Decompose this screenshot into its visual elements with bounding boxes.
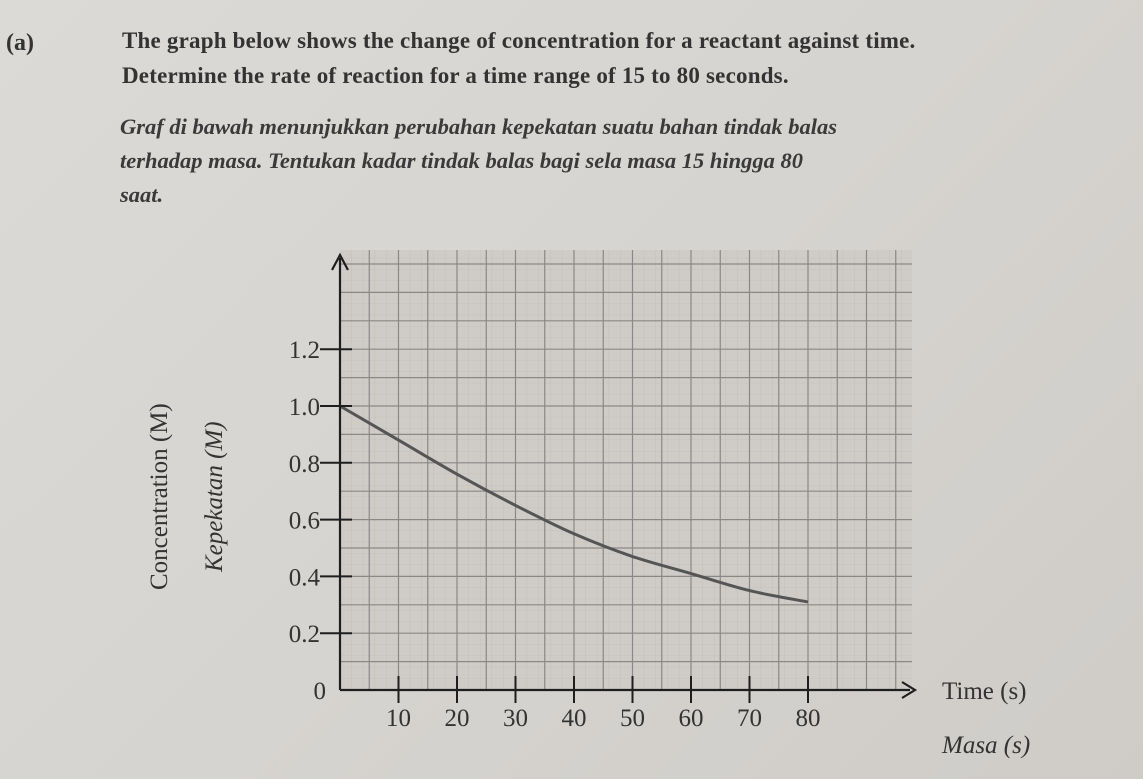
x-tick-label: 70	[737, 705, 762, 732]
question-label: (a)	[6, 30, 34, 56]
x-tick-label: 80	[796, 705, 821, 732]
y-tick-label: 1.2	[289, 337, 320, 364]
x-tick-label: 60	[679, 705, 704, 732]
y-axis-label-en: Concentration (M)	[146, 403, 173, 590]
x-tick-label: 50	[620, 705, 645, 732]
y-tick-label: 0.2	[289, 621, 320, 648]
x-axis-label-ms: Masa (s)	[941, 732, 1030, 759]
y-tick-label: 0.6	[289, 508, 320, 535]
question-text-ms-line-1: Graf di bawah menunjukkan perubahan kepe…	[120, 114, 838, 139]
x-axis-ticks: 10 20 30 40 50 60 70 80	[386, 676, 821, 732]
y-tick-label: 1.0	[289, 394, 320, 421]
question-text-en-line-2: Determine the rate of reaction for a tim…	[122, 63, 789, 88]
y-axis-arrow-icon	[331, 252, 349, 271]
x-tick-label: 40	[562, 705, 587, 732]
minor-grid	[340, 250, 912, 690]
y-axis-ticks: 0 0.2 0.4 0.6 0.8 1.0 1.2	[289, 337, 352, 705]
question-text-ms-line-3: saat.	[120, 182, 164, 207]
x-axis-arrow-icon	[901, 681, 918, 699]
concentration-curve	[339, 404, 809, 604]
x-tick-label: 10	[386, 705, 411, 732]
major-grid	[340, 250, 912, 690]
y-tick-label: 0.8	[289, 451, 320, 478]
question-text-en-line-1: The graph below shows the change of conc…	[122, 28, 916, 53]
x-axis-label-en: Time (s)	[942, 678, 1027, 705]
y-tick-label: 0.4	[289, 564, 321, 591]
question-text-ms-line-2: terhadap masa. Tentukan kadar tindak bal…	[120, 148, 804, 173]
x-tick-label: 20	[445, 705, 470, 732]
y-tick-label: 0	[314, 678, 327, 705]
x-tick-label: 30	[503, 705, 528, 732]
y-axis-label-ms: Kepekatan (M)	[201, 421, 228, 573]
